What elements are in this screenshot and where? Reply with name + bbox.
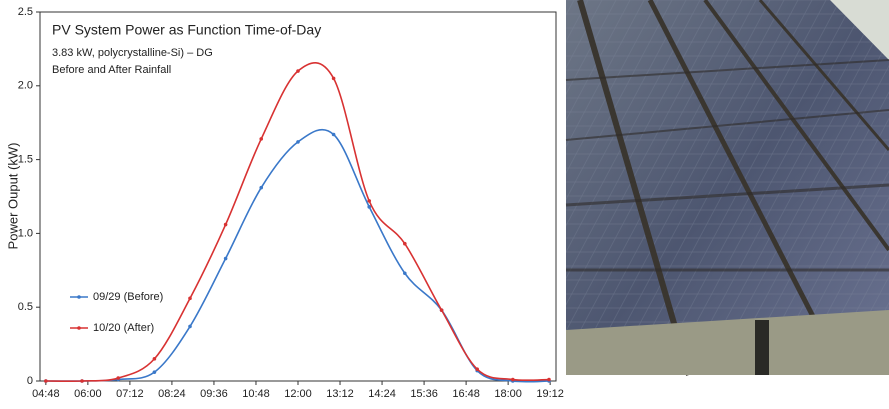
y-tick-label: 2.5 xyxy=(18,6,33,18)
data-point xyxy=(331,76,336,81)
legend-marker xyxy=(77,326,81,330)
data-point xyxy=(475,367,479,371)
x-tick-label: 06:00 xyxy=(74,388,102,400)
data-point xyxy=(188,324,192,329)
y-tick-label: 2.0 xyxy=(18,80,33,92)
x-tick-label: 08:24 xyxy=(158,388,186,400)
chart-title: PV System Power as Function Time-of-Day xyxy=(52,22,321,38)
x-tick-label: 14:24 xyxy=(368,388,396,400)
legend-marker xyxy=(77,295,81,299)
plot-frame xyxy=(39,11,557,382)
data-point xyxy=(80,379,84,383)
annotation: Before and After Rainfall xyxy=(52,64,171,76)
data-point xyxy=(439,308,444,312)
legend-label: 09/29 (Before) xyxy=(93,291,163,303)
data-point xyxy=(296,69,300,73)
data-point xyxy=(259,137,264,141)
data-point xyxy=(259,185,264,190)
y-axis-label: Power Ouput (kW) xyxy=(5,143,20,250)
data-point xyxy=(152,357,157,361)
x-tick-label: 13:12 xyxy=(326,388,354,400)
x-tick-label: 04:48 xyxy=(32,388,60,400)
x-tick-label: 07:12 xyxy=(116,388,144,400)
legend-label: 10/20 (After) xyxy=(93,322,154,334)
y-tick-label: 0 xyxy=(27,375,33,387)
data-point xyxy=(223,222,228,227)
y-tick-label: 1.5 xyxy=(18,154,33,166)
data-point xyxy=(116,376,121,380)
x-tick-label: 10:48 xyxy=(242,388,270,400)
data-point xyxy=(152,370,157,374)
data-point xyxy=(44,379,48,383)
x-tick-label: 16:48 xyxy=(452,388,480,400)
data-point xyxy=(511,377,515,382)
data-point xyxy=(367,199,372,203)
photo xyxy=(565,0,889,376)
data-point xyxy=(296,140,300,144)
chart-subtitle: 3.83 kW, polycrystalline-Si) – DG xyxy=(52,47,213,59)
x-tick-label: 12:00 xyxy=(284,388,312,400)
data-point xyxy=(547,377,551,382)
x-tick-label: 19:12 xyxy=(536,388,564,400)
x-tick-label: 09:36 xyxy=(200,388,228,400)
x-tick-label: 15:36 xyxy=(410,388,438,400)
data-point xyxy=(403,271,407,276)
data-point xyxy=(403,241,407,246)
data-point xyxy=(188,296,192,301)
y-tick-label: 1.0 xyxy=(18,227,33,239)
data-point xyxy=(223,256,228,261)
x-tick-label: 18:00 xyxy=(494,388,522,400)
data-point xyxy=(331,132,336,137)
data-point xyxy=(367,205,372,209)
y-tick-label: 0.5 xyxy=(18,301,33,313)
